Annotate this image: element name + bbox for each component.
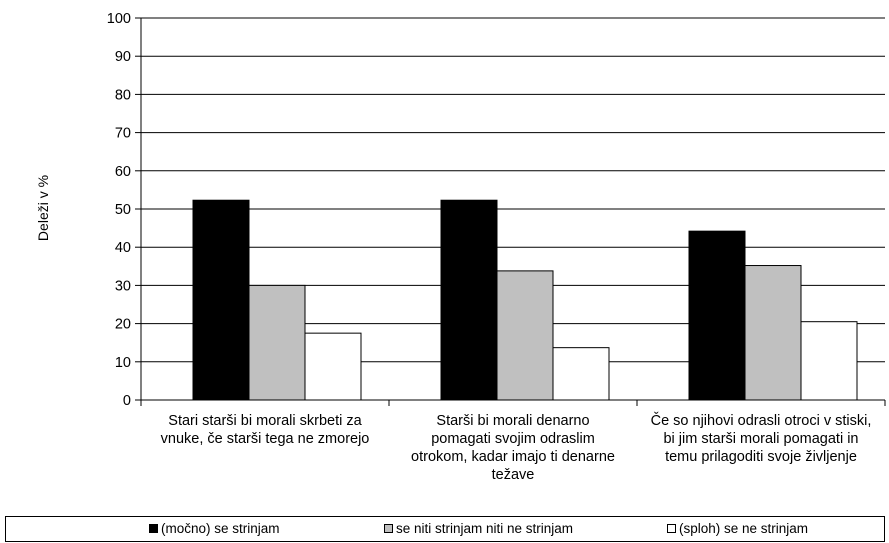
bar [496, 270, 554, 401]
legend-swatch-gray [384, 524, 393, 533]
bar [552, 347, 610, 401]
legend-label: (sploh) se ne strinjam [679, 521, 809, 536]
bar [192, 199, 250, 401]
x-category-label: Stari starši bi morali skrbeti za vnuke,… [160, 413, 370, 447]
y-tick-label: 90 [115, 49, 131, 65]
y-tick-label: 10 [115, 355, 131, 371]
y-tick-label: 40 [115, 240, 131, 256]
bar-chart: 0 10 20 30 40 50 60 70 80 90 100 Deleži v % [35, 11, 886, 409]
legend-swatch-black [149, 524, 158, 533]
bar [744, 265, 802, 401]
bar [440, 199, 498, 401]
y-tick-label: 50 [115, 202, 131, 218]
x-category-label: Če so njihovi odrasli otroci v stiski, b… [650, 413, 872, 465]
bar [688, 230, 746, 401]
bar [800, 321, 858, 401]
legend-label: se niti strinjam niti ne strinjam [396, 521, 574, 536]
bar [248, 284, 306, 401]
x-category-label: Starši bi morali denarno pomagati svojim… [411, 413, 615, 483]
y-tick-label: 30 [115, 278, 131, 294]
y-tick-label: 70 [115, 126, 131, 142]
y-tick-label: 20 [115, 317, 131, 333]
y-axis-label: Deleži v % [35, 175, 51, 241]
axes [140, 18, 886, 406]
bars [192, 199, 858, 401]
legend-item: (sploh) se ne strinjam [667, 521, 808, 537]
legend-swatch-white [667, 524, 676, 533]
legend-item: (močno) se strinjam [149, 521, 280, 537]
y-tick-label: 60 [115, 164, 131, 180]
y-tick-label: 0 [123, 393, 131, 409]
legend-label: (močno) se strinjam [161, 521, 280, 536]
legend: (močno) se strinjam se niti strinjam nit… [5, 516, 885, 542]
y-tick-label: 80 [115, 87, 131, 103]
y-tick-label: 100 [107, 11, 131, 27]
legend-item: se niti strinjam niti ne strinjam [384, 521, 573, 537]
y-tick-labels: 0 10 20 30 40 50 60 70 80 90 100 [107, 11, 131, 409]
bar [304, 332, 362, 401]
